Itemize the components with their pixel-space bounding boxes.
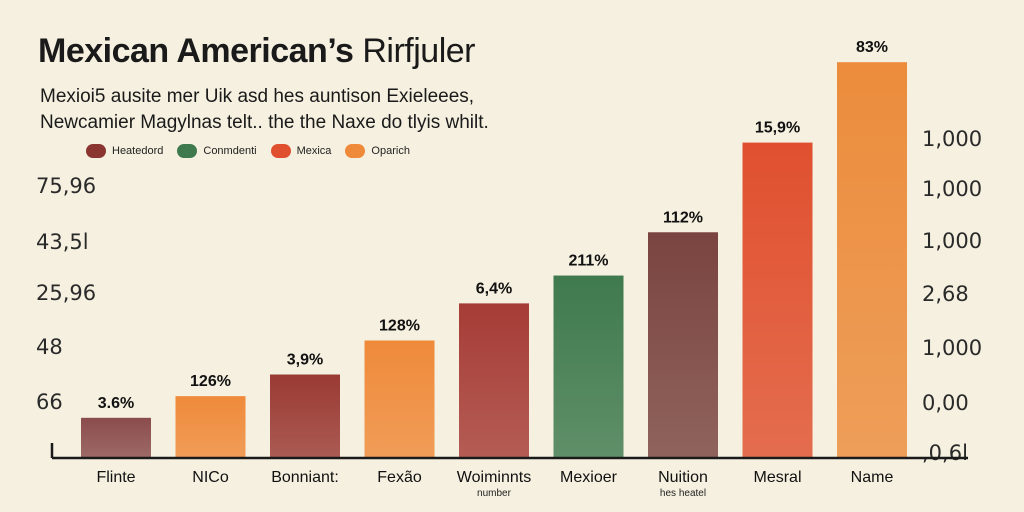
chart-title-bold: Mexican American’s [38, 32, 354, 70]
category-label: Name [851, 469, 894, 486]
bar-data-label: 15,9% [755, 120, 800, 137]
bar [175, 396, 246, 458]
bar-data-label: 211% [568, 253, 608, 270]
subtitle-line-1: Mexioi5 ausite mer Uik asd hes auntison … [40, 86, 475, 107]
legend-swatch [177, 144, 198, 158]
category-label: Mexioer [560, 469, 618, 486]
legend-label: Heatedord [112, 145, 164, 157]
category-sublabel: hes heatel [660, 488, 706, 499]
right-tick-label: 1,000 [922, 336, 982, 360]
chart-title: Mexican American’s Rirfjuler [38, 32, 475, 71]
category-label: Woiminnts [457, 469, 531, 486]
left-tick-label: 25,96 [36, 281, 96, 305]
bar [648, 232, 718, 458]
bar-data-label: 83% [856, 39, 888, 56]
subtitle-line-2: Newcamier Magylnas telt.. the the Naxe d… [40, 112, 489, 133]
right-tick-label: 1,000 [922, 177, 982, 201]
category-sublabel: number [477, 488, 512, 499]
right-tick-label: 1,000 [922, 229, 982, 253]
legend-item: Conmdenti [177, 144, 257, 158]
legend-item: Mexica [270, 144, 332, 158]
legend-swatch [345, 144, 366, 158]
bar-data-label: 112% [663, 209, 703, 226]
bar-data-label: 128% [379, 317, 420, 334]
category-label: Flinte [96, 469, 135, 486]
bar [837, 62, 907, 458]
right-tick-label: 0,00 [922, 391, 969, 415]
bar-data-label: 6,4% [476, 280, 512, 297]
right-tick-label: 2,68 [922, 282, 969, 306]
bar [81, 417, 151, 458]
chart-legend: Heatedord Conmdenti Mexica Oparich [86, 144, 410, 158]
right-tick-label: 1,000 [922, 127, 982, 151]
bar-data-label: 3,9% [287, 352, 323, 369]
chart-subtitle: Mexioi5 ausite mer Uik asd hes auntison … [40, 84, 489, 136]
left-tick-label: 66 [36, 390, 63, 414]
legend-swatch [86, 144, 106, 158]
bar [364, 340, 435, 458]
bar-data-label: 3.6% [98, 395, 134, 412]
bar [553, 275, 624, 458]
category-label: Bonniant: [271, 469, 339, 486]
legend-label: Oparich [371, 145, 410, 157]
bar [459, 303, 529, 458]
category-label: Fexão [377, 469, 422, 486]
legend-item: Oparich [345, 144, 410, 158]
left-tick-label: 48 [36, 335, 63, 359]
bar [270, 374, 340, 458]
bar-data-label: 126% [190, 373, 231, 390]
chart-title-thin: Rirfjuler [362, 32, 475, 70]
right-tick-label: ,0,6l [922, 441, 968, 465]
left-tick-label: 75,96 [36, 174, 96, 198]
legend-label: Conmdenti [203, 145, 257, 157]
legend-label: Mexica [296, 145, 332, 157]
category-label: NICo [192, 469, 229, 486]
left-tick-label: 43,5l [36, 230, 89, 254]
category-label: Nuition [658, 469, 708, 486]
legend-item: Heatedord [86, 144, 163, 158]
category-label: Mesral [753, 469, 801, 486]
legend-swatch [270, 144, 291, 158]
bar [742, 142, 813, 459]
